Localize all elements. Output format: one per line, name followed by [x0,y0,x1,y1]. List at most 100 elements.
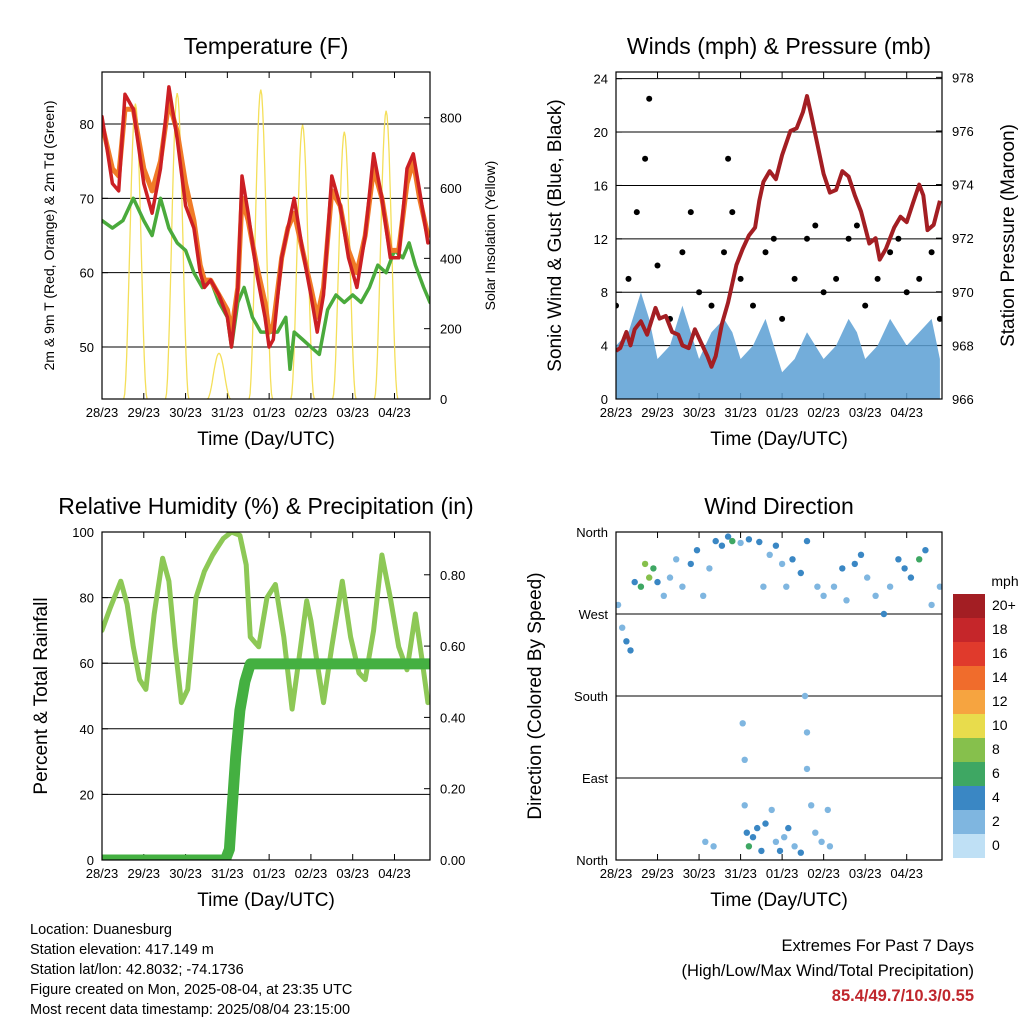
gust-point [696,289,703,296]
plot-border [615,531,943,861]
x-tick-label: 30/23 [169,866,202,881]
direction-point [808,802,815,809]
solar-line [331,131,357,399]
x-tick-label: 04/23 [378,405,411,420]
direction-point [830,583,838,590]
y-axis-label: Percent & Total Rainfall [31,597,52,794]
x-axis-label: Time (Day/UTC) [197,429,335,450]
direction-point [772,838,780,845]
location-text: Location: Duanesburg [30,922,172,938]
panel-2: Relative Humidity (%) & Precipitation (i… [31,493,474,911]
gust-point [750,302,756,309]
y-tick-label: 20 [594,125,608,140]
x-tick-label: 29/23 [641,866,674,881]
direction-point [880,610,888,618]
y-tick-label: 40 [80,722,94,737]
direction-point [627,647,634,654]
direction-point [789,556,796,563]
gust-point [916,275,923,282]
gust-point [687,209,694,216]
x-tick-label: 01/23 [253,405,286,420]
direction-point [901,565,908,572]
x-tick-label: 04/23 [890,866,923,881]
direction-point [760,583,767,590]
direction-point [724,533,732,540]
x-tick-label: 03/23 [336,405,369,420]
gust-point [708,302,715,309]
direction-point [718,542,726,549]
chart-title: Relative Humidity (%) & Precipitation (i… [58,493,473,519]
humidity-line [102,532,430,712]
direction-point [754,824,761,832]
gust-point [646,95,653,102]
direction-point [712,537,719,545]
legend-label: 18 [992,621,1008,637]
direction-point [922,547,929,554]
legend-swatch [953,738,985,762]
direction-point [803,537,811,545]
gust-point [812,222,819,229]
legend-swatch [953,690,985,714]
plot-border [101,531,431,861]
y-right-tick-label: 0.60 [440,639,465,654]
direction-point [928,601,935,609]
x-tick-label: 01/23 [766,405,799,420]
chart-title: Winds (mph) & Pressure (mb) [627,33,931,59]
latlon-text: Station lat/lon: 42.8032; -74.1736 [30,962,244,978]
y-tick-label: 70 [80,191,94,206]
y-tick-label: 80 [80,591,94,606]
direction-point [851,560,858,568]
y-tick-label: 0 [87,853,94,868]
direction-point [758,847,765,855]
legend-swatch [953,642,985,666]
x-axis-label: Time (Day/UTC) [710,890,848,911]
solar-line [123,103,148,399]
x-tick-label: 02/23 [807,866,840,881]
y-tick-label: North [576,853,608,868]
gust-point [833,275,840,282]
legend-label: 12 [992,693,1008,709]
y-tick-label: 100 [72,525,94,540]
direction-point [631,578,638,586]
y-axis-label: 2m & 9m T (Red, Orange) & 2m Td (Green) [41,101,57,371]
x-tick-label: 31/23 [211,866,244,881]
x-tick-label: 29/23 [128,866,161,881]
legend-label: 10 [992,717,1008,733]
y-axis-label: Sonic Wind & Gust (Blue, Black) [545,99,566,371]
direction-point [660,592,667,599]
direction-point [745,536,753,543]
x-tick-label: 03/23 [849,866,882,881]
legend-swatch [953,762,985,786]
y-tick-label: 60 [80,266,94,281]
panel-0: Temperature (F) 28/23 29/23 30/23 31/23 01/23… [41,33,498,450]
direction-point [818,838,825,845]
gust-point [895,235,902,242]
y-tick-label: West [579,607,609,622]
direction-point [797,569,804,577]
x-tick-label: 02/23 [807,405,840,420]
x-tick-label: 03/23 [849,405,882,420]
direction-point [679,583,686,590]
direction-point [820,592,827,599]
plot-border [101,71,431,400]
recent-data-text: Most recent data timestamp: 2025/08/04 2… [30,1002,351,1018]
gust-point [762,249,769,256]
x-tick-label: 31/23 [724,866,757,881]
gust-point [804,235,810,242]
direction-point [710,843,717,850]
created-text: Figure created on Mon, 2025-08-04, at 23… [30,982,353,998]
direction-point [706,565,713,572]
direction-point [654,578,661,586]
gust-point [862,302,869,309]
direction-point [616,601,622,609]
direction-point [839,565,846,572]
direction-point [739,720,746,727]
direction-point [826,843,834,850]
y-right-tick-label: 200 [440,322,462,337]
legend-swatch [953,618,985,642]
gust-point [820,289,827,296]
y-tick-label: 4 [601,339,608,354]
direction-point [801,692,809,700]
temp-2m-line [102,85,430,349]
gust-point [633,209,640,216]
